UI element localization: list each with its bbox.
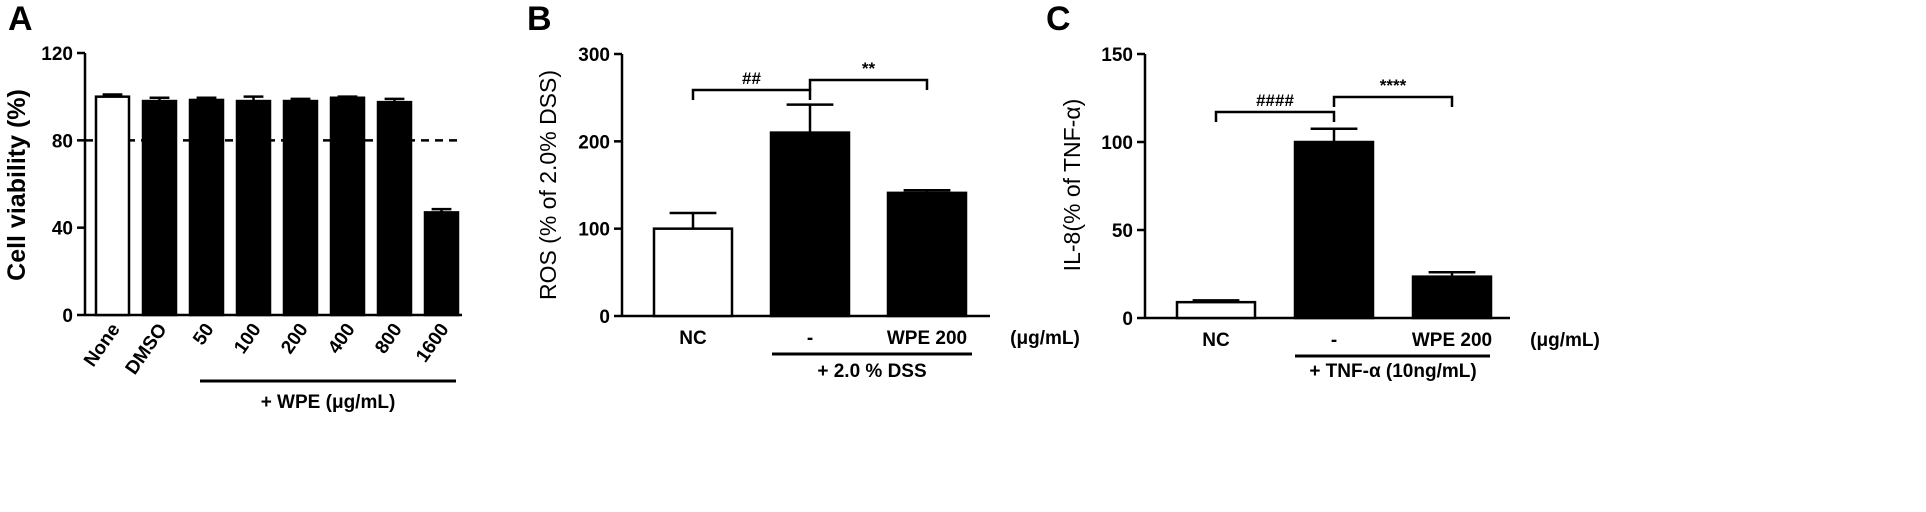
y-tick-label: 100 bbox=[578, 220, 610, 241]
category-label: 50 bbox=[189, 320, 218, 349]
category-label: NC bbox=[679, 328, 707, 349]
y-tick-label: 40 bbox=[52, 219, 73, 240]
y-tick-label: 0 bbox=[599, 307, 610, 328]
significance-bracket bbox=[808, 78, 929, 90]
category-label: WPE 200 bbox=[1412, 330, 1492, 351]
y-axis-label: IL-8(% of TNF-α) bbox=[1059, 99, 1085, 272]
panel-label: A bbox=[8, 0, 33, 38]
category-label: 100 bbox=[230, 320, 265, 358]
y-tick-label: 50 bbox=[1112, 221, 1133, 242]
significance-bracket bbox=[1214, 110, 1336, 122]
bar-3 bbox=[235, 99, 272, 317]
group-label: + TNF-α (10ng/mL) bbox=[1309, 361, 1476, 382]
bar-4 bbox=[282, 99, 319, 317]
bar-2 bbox=[188, 98, 225, 317]
category-label: None bbox=[80, 320, 124, 371]
significance-label: ## bbox=[742, 69, 761, 88]
bar-2 bbox=[886, 191, 968, 318]
category-label: 800 bbox=[371, 320, 406, 358]
bar-1 bbox=[769, 131, 851, 318]
bar-0 bbox=[94, 95, 131, 317]
y-tick-label: 0 bbox=[62, 306, 73, 327]
significance-label: ** bbox=[862, 59, 876, 78]
y-tick-label: 100 bbox=[1101, 133, 1133, 154]
category-label: NC bbox=[1202, 330, 1230, 351]
y-tick-label: 120 bbox=[41, 44, 73, 65]
category-label: WPE 200 bbox=[887, 328, 967, 349]
unit-label: (μg/mL) bbox=[1010, 328, 1080, 349]
significance-bracket bbox=[1332, 95, 1454, 107]
bar-7 bbox=[423, 211, 460, 317]
significance-label: #### bbox=[1256, 91, 1294, 110]
bar-0 bbox=[1175, 300, 1257, 320]
bar-2 bbox=[1411, 275, 1493, 320]
category-label: 200 bbox=[277, 320, 312, 358]
category-label: - bbox=[807, 328, 813, 349]
group-label: + 2.0 % DSS bbox=[817, 361, 926, 382]
bar-5 bbox=[329, 96, 366, 317]
y-tick-label: 150 bbox=[1101, 45, 1133, 66]
y-tick-label: 80 bbox=[52, 131, 73, 152]
y-tick-label: 0 bbox=[1122, 309, 1133, 330]
panel-b: B 0 100 200 300 ROS (% of 2.0% DSS) NC - WPE 200… bbox=[527, 0, 1080, 382]
category-label: 400 bbox=[324, 320, 359, 358]
category-label: 1600 bbox=[412, 320, 453, 367]
y-tick-label: 200 bbox=[578, 132, 610, 153]
bar-0 bbox=[652, 227, 734, 318]
panel-label: C bbox=[1046, 0, 1071, 38]
panel-label: B bbox=[527, 0, 552, 38]
y-tick-label: 300 bbox=[578, 45, 610, 66]
bar-1 bbox=[1293, 140, 1375, 320]
category-label: - bbox=[1331, 330, 1337, 351]
significance-label: **** bbox=[1380, 76, 1407, 95]
unit-label: (μg/mL) bbox=[1530, 330, 1600, 351]
category-label: DMSO bbox=[122, 320, 172, 379]
bar-1 bbox=[141, 99, 178, 317]
y-axis-label: Cell viability (%) bbox=[3, 89, 31, 281]
significance-bracket bbox=[691, 88, 812, 100]
panel-c: C 0 50 100 150 IL-8(% of TNF-α) NC - WPE 200 (μg/… bbox=[1046, 0, 1600, 382]
y-axis-label: ROS (% of 2.0% DSS) bbox=[535, 70, 561, 300]
group-label: + WPE (μg/mL) bbox=[261, 392, 396, 413]
bar-6 bbox=[376, 100, 413, 317]
